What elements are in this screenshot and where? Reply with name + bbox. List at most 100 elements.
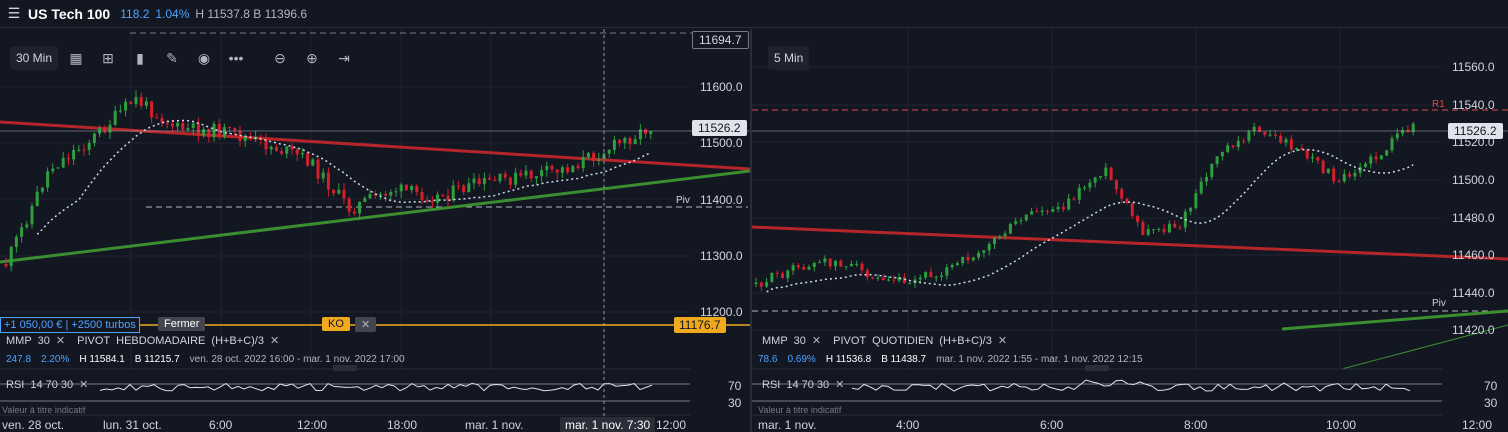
- candle-body: [1300, 148, 1304, 150]
- candle-body: [144, 101, 148, 106]
- candle-body: [1030, 211, 1034, 215]
- candle-body: [940, 275, 943, 277]
- mmp-label: MMP: [6, 334, 32, 347]
- candle-body: [775, 272, 779, 274]
- candle-body: [1226, 145, 1230, 152]
- bar-chart-icon[interactable]: ▮: [136, 49, 144, 66]
- calculator-icon[interactable]: ▦: [69, 49, 83, 66]
- candle-body: [1046, 210, 1049, 212]
- candle-body: [754, 282, 758, 284]
- candle-body: [451, 185, 455, 201]
- candle-body: [519, 172, 523, 176]
- layout-icon[interactable]: ⊞: [102, 49, 114, 66]
- candle-body: [124, 101, 128, 111]
- candle-body: [1083, 187, 1087, 189]
- eye-icon[interactable]: ◉: [197, 49, 211, 66]
- candle-body: [839, 260, 843, 267]
- pencil-icon[interactable]: ✎: [166, 49, 178, 66]
- candle-body: [139, 97, 143, 106]
- remove-mmp-icon[interactable]: ✕: [55, 335, 66, 347]
- candle-body: [807, 266, 811, 270]
- candle-body: [1189, 207, 1193, 212]
- rsi-70-label: 70: [1484, 379, 1498, 393]
- close-position-button[interactable]: Fermer: [158, 317, 206, 331]
- ko-close-icon[interactable]: ✕: [355, 317, 377, 332]
- candle-body: [934, 276, 938, 278]
- remove-rsi-icon[interactable]: ✕: [79, 379, 89, 391]
- candle-body: [389, 192, 393, 196]
- candle-body: [342, 189, 346, 199]
- stat-low: B 11215.7: [134, 354, 180, 365]
- candle-body: [264, 138, 268, 150]
- x-tick: lun. 31 oct.: [103, 418, 162, 432]
- candle-body: [1199, 181, 1203, 194]
- candle-body: [477, 178, 481, 184]
- chart-panel-30min[interactable]: 30 Min ▦ ⊞ ▮ ✎ ◉ ••• ⊖ ⊕ ⇥ 11694.7 11600…: [0, 29, 750, 432]
- timeframe-button[interactable]: 5 Min: [768, 46, 810, 70]
- candle-body: [228, 127, 232, 129]
- remove-pivot-icon[interactable]: ✕: [997, 335, 1008, 347]
- ko-badge[interactable]: KO: [322, 317, 350, 331]
- candle-body: [1136, 216, 1140, 223]
- candle-body: [456, 185, 460, 187]
- candle-body: [540, 170, 544, 177]
- remove-rsi-icon[interactable]: ✕: [835, 379, 845, 391]
- stat-high: H 11536.8: [825, 354, 872, 365]
- rsi-30-label: 30: [1484, 396, 1498, 410]
- hamburger-icon[interactable]: ☰: [7, 5, 21, 21]
- stats-row: 78.6 0.69% H 11536.8 B 11438.7 mar. 1 no…: [758, 354, 1143, 365]
- y-tick: 11480.0: [1452, 211, 1495, 225]
- candle-body: [493, 179, 497, 182]
- candle-body: [828, 258, 832, 267]
- candle-body: [961, 256, 965, 264]
- timeframe-button[interactable]: 30 Min: [10, 46, 59, 70]
- candle-body: [881, 277, 885, 281]
- candle-body: [1099, 176, 1102, 178]
- more-icon[interactable]: •••: [228, 50, 244, 66]
- candle-body: [72, 150, 76, 160]
- candle-body: [1252, 126, 1256, 132]
- stat-abs: 247.8: [6, 354, 32, 365]
- candle-body: [82, 149, 86, 151]
- pivot-label: Piv: [1432, 298, 1446, 309]
- candle-body: [290, 146, 294, 150]
- zoom-in-icon[interactable]: ⊕: [306, 49, 318, 66]
- panel-divider[interactable]: [750, 29, 752, 432]
- candle-body: [971, 257, 975, 261]
- remove-pivot-icon[interactable]: ✕: [269, 335, 280, 347]
- candle-body: [352, 211, 356, 214]
- candle-body: [1295, 148, 1299, 150]
- x-tick: 12:00: [1462, 418, 1493, 432]
- candle-body: [1194, 193, 1198, 208]
- trend-line: [0, 169, 750, 264]
- mmp-value: 30: [37, 334, 50, 347]
- candle-body: [514, 172, 518, 185]
- y-tick: 11560.0: [1452, 60, 1495, 74]
- candle-body: [311, 159, 315, 166]
- candle-body: [243, 136, 247, 141]
- candle-body: [1273, 134, 1277, 136]
- zoom-out-icon[interactable]: ⊖: [274, 49, 286, 66]
- r1-label: R1: [1432, 99, 1445, 110]
- candle-body: [918, 277, 922, 280]
- chart-canvas-5min[interactable]: [752, 29, 1508, 432]
- chart-canvas-30min[interactable]: [0, 29, 750, 432]
- position-box[interactable]: +1 050,00 € | +2500 turbos: [0, 317, 140, 333]
- rsi-params: 14 70 30: [30, 378, 74, 391]
- candle-body: [1024, 214, 1028, 221]
- jump-to-end-icon[interactable]: ⇥: [338, 49, 350, 66]
- chart-panel-5min[interactable]: 5 Min 11560.0 11540.0 11520.0 11500.0 11…: [752, 29, 1508, 432]
- remove-mmp-icon[interactable]: ✕: [811, 335, 822, 347]
- candle-body: [612, 139, 616, 150]
- candle-body: [871, 277, 875, 279]
- candle-body: [1077, 187, 1081, 200]
- candle-body: [488, 177, 492, 180]
- stat-high: H 11584.1: [79, 354, 125, 365]
- candle-body: [534, 176, 538, 179]
- candle-body: [1395, 133, 1399, 139]
- candle-body: [462, 185, 466, 193]
- candle-body: [363, 198, 367, 202]
- candle-body: [46, 171, 50, 188]
- y-tick: 11460.0: [1452, 248, 1495, 262]
- candle-body: [1152, 229, 1155, 231]
